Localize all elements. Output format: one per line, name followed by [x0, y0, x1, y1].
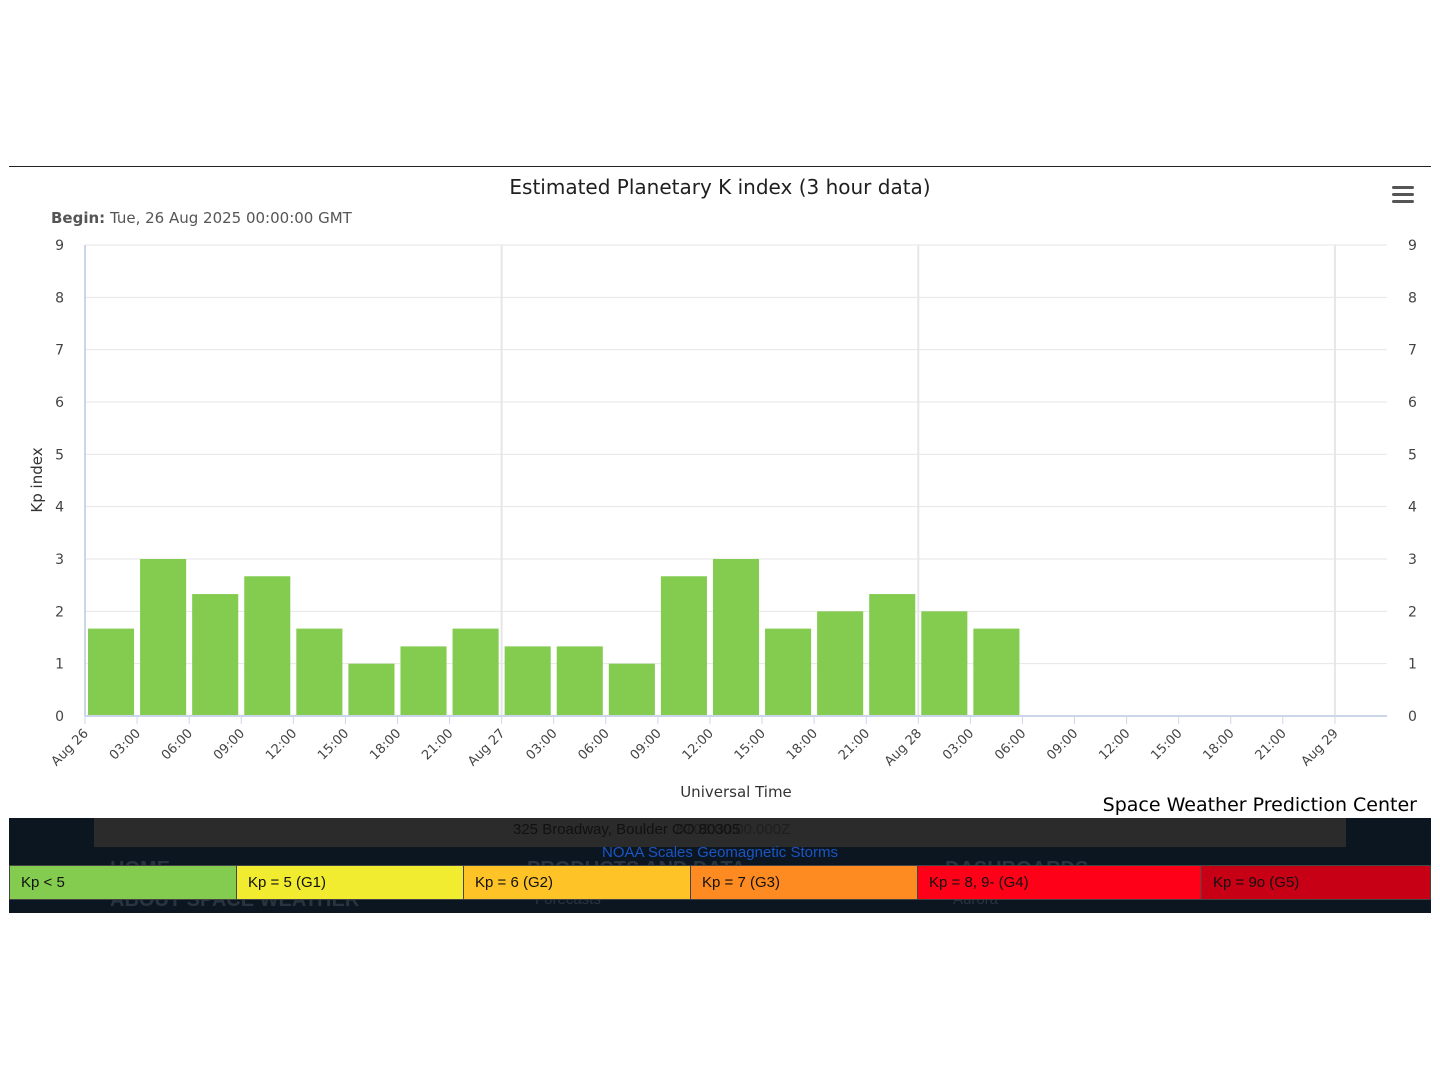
menu-line	[1392, 193, 1414, 196]
begin-value: Tue, 26 Aug 2025 00:00:00 GMT	[109, 209, 352, 227]
x-tick-label: 06:00	[992, 726, 1029, 763]
kp-bar	[244, 576, 291, 716]
kp-bar	[608, 663, 655, 716]
x-tick-label: 21:00	[1253, 726, 1290, 763]
y-tick-label-right: 2	[1408, 604, 1417, 620]
menu-line	[1392, 186, 1414, 189]
legend-item: Kp = 7 (G3)	[691, 865, 918, 900]
x-tick-label: 12:00	[680, 726, 717, 763]
footer-address: 325 Broadway, Boulder CO 80305	[513, 821, 741, 838]
kp-bar	[504, 646, 551, 716]
x-tick-label: 09:00	[211, 726, 248, 763]
x-tick-label: 12:00	[263, 726, 300, 763]
top-divider	[9, 166, 1431, 167]
kp-bar	[765, 628, 812, 716]
kp-bar-chart: 0 0 1 1 2 2 3 3 4 4 5 5 6 6 7 7 8 8 9 9 Aug 26 03:00 06:00 09:0…	[28, 238, 1417, 801]
x-tick-label: 21:00	[836, 726, 873, 763]
x-tick-label: Aug 29	[1299, 726, 1342, 769]
x-axis-label: Universal Time	[680, 783, 792, 801]
y-tick-label: 3	[55, 552, 64, 568]
noaa-scales-link[interactable]: NOAA Scales Geomagnetic Storms	[602, 844, 838, 861]
legend-item: Kp < 5	[9, 865, 237, 900]
y-tick-label-right: 4	[1408, 500, 1417, 516]
kp-bar	[140, 559, 187, 716]
kp-bar	[400, 646, 447, 716]
y-tick-label: 2	[55, 604, 64, 620]
x-tick-label: Aug 26	[49, 726, 92, 769]
x-tick-label: Aug 28	[882, 726, 925, 769]
y-tick-label: 1	[55, 657, 64, 673]
y-tick-label: 7	[55, 343, 64, 359]
swpc-credit: Space Weather Prediction Center	[1102, 794, 1417, 816]
x-tick-label: 09:00	[628, 726, 665, 763]
x-tick-label: 03:00	[940, 726, 977, 763]
y-tick-label: 5	[55, 447, 64, 463]
x-tick-label: 18:00	[784, 726, 821, 763]
x-tick-label: 21:00	[419, 726, 456, 763]
y-tick-label-right: 3	[1408, 552, 1417, 568]
legend-item: Kp = 8, 9- (G4)	[918, 865, 1202, 900]
kp-bar	[660, 576, 707, 716]
x-tick-label: 09:00	[1044, 726, 1081, 763]
y-tick-label: 4	[55, 500, 64, 516]
y-tick-label-right: 0	[1408, 709, 1417, 725]
kp-bar	[296, 628, 343, 716]
x-tick-label: 18:00	[1200, 726, 1237, 763]
legend-item: Kp = 9o (G5)	[1202, 865, 1431, 900]
kp-bar	[452, 628, 499, 716]
x-tick-label: 03:00	[523, 726, 560, 763]
kp-bar	[556, 646, 603, 716]
x-tick-label: 06:00	[576, 726, 613, 763]
footer-address-bar	[94, 818, 1346, 847]
footer-ghost-date: 8T03:00:00.000Z	[676, 821, 791, 838]
legend-item: Kp = 6 (G2)	[464, 865, 691, 900]
chart-menu-icon[interactable]	[1392, 186, 1414, 206]
chart-subtitle: Begin: Tue, 26 Aug 2025 00:00:00 GMT	[51, 209, 352, 227]
kp-bar	[973, 628, 1020, 716]
x-tick-label: 15:00	[315, 726, 352, 763]
begin-label: Begin:	[51, 209, 106, 227]
x-tick-label: 03:00	[107, 726, 144, 763]
y-tick-label: 8	[55, 290, 64, 306]
y-tick-label: 6	[55, 395, 64, 411]
y-tick-label-right: 9	[1408, 238, 1417, 254]
y-tick-label-right: 7	[1408, 343, 1417, 359]
chart-title: Estimated Planetary K index (3 hour data…	[509, 175, 931, 199]
kp-bar	[712, 559, 760, 716]
kp-bar	[192, 594, 239, 716]
y-tick-label: 0	[55, 709, 64, 725]
menu-line	[1392, 200, 1414, 203]
y-tick-label-right: 8	[1408, 290, 1417, 306]
x-tick-label: 15:00	[1148, 726, 1185, 763]
legend-item: Kp = 5 (G1)	[237, 865, 464, 900]
y-tick-label-right: 5	[1408, 447, 1417, 463]
kp-bar	[921, 611, 968, 716]
y-axis-label: Kp index	[28, 447, 46, 512]
x-tick-label: 06:00	[159, 726, 196, 763]
x-tick-label: 18:00	[367, 726, 404, 763]
kp-bar	[869, 594, 916, 716]
kp-bar	[817, 611, 864, 716]
kp-bar	[88, 628, 135, 716]
bar-layer	[88, 559, 1020, 716]
kp-legend: Kp < 5 Kp = 5 (G1) Kp = 6 (G2) Kp = 7 (G3) K…	[9, 865, 1431, 900]
kp-bar	[348, 663, 395, 716]
x-tick-label: 15:00	[732, 726, 769, 763]
y-tick-label: 9	[55, 238, 64, 254]
x-tick-label: Aug 27	[465, 726, 508, 769]
y-tick-label-right: 1	[1408, 657, 1417, 673]
x-tick-label: 12:00	[1096, 726, 1133, 763]
y-tick-label-right: 6	[1408, 395, 1417, 411]
